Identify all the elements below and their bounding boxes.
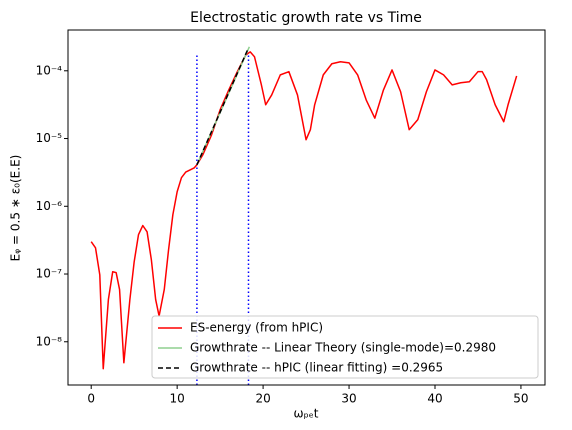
y-tick-label: 10⁻⁵ <box>36 131 63 145</box>
x-tick-label: 0 <box>87 392 95 406</box>
y-axis-label: Eᵩ = 0.5 ∗ ε₀(E.E) <box>9 155 23 262</box>
y-tick-label: 10⁻⁸ <box>36 334 63 348</box>
chart-title: Electrostatic growth rate vs Time <box>190 10 422 26</box>
x-tick-label: 50 <box>513 392 528 406</box>
x-axis-label: ωₚₑt <box>294 407 319 421</box>
x-tick-label: 30 <box>341 392 356 406</box>
plot-frame <box>67 29 546 386</box>
series-line <box>196 49 249 166</box>
plot-lines <box>90 46 518 385</box>
y-tick-label: 10⁻⁷ <box>36 267 63 281</box>
legend-label: Growthrate -- Linear Theory (single-mode… <box>190 341 496 355</box>
y-tick-label: 10⁻⁴ <box>36 63 63 77</box>
y-tick-label: 10⁻⁶ <box>36 199 63 213</box>
x-tick-label: 40 <box>427 392 442 406</box>
legend-label: Growthrate -- hPIC (linear fitting) =0.2… <box>190 361 443 375</box>
series-line <box>90 51 518 370</box>
x-tick-label: 10 <box>170 392 185 406</box>
legend-box <box>151 315 539 379</box>
x-tick-label: 20 <box>255 392 270 406</box>
legend-label: ES-energy (from hPIC) <box>190 321 323 335</box>
